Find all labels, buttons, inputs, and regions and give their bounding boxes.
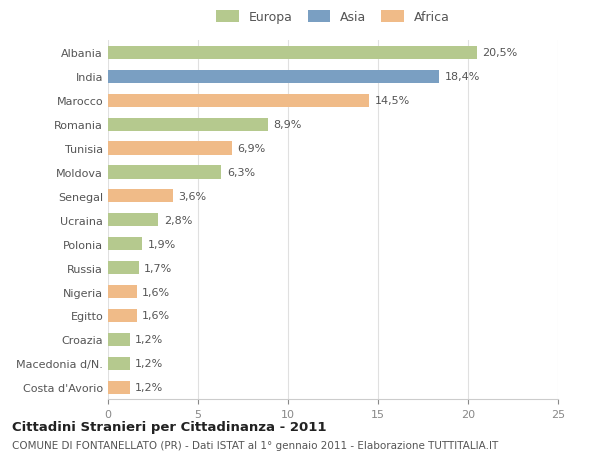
Bar	[108, 238, 142, 251]
Bar	[108, 214, 158, 227]
Text: 1,9%: 1,9%	[148, 239, 176, 249]
Bar	[108, 262, 139, 274]
Bar	[108, 309, 137, 322]
Bar	[108, 333, 130, 346]
Text: 8,9%: 8,9%	[274, 120, 302, 130]
Bar	[108, 166, 221, 179]
Text: 1,2%: 1,2%	[135, 382, 163, 392]
Text: COMUNE DI FONTANELLATO (PR) - Dati ISTAT al 1° gennaio 2011 - Elaborazione TUTTI: COMUNE DI FONTANELLATO (PR) - Dati ISTAT…	[12, 440, 498, 450]
Bar	[108, 47, 477, 60]
Legend: Europa, Asia, Africa: Europa, Asia, Africa	[212, 7, 454, 28]
Bar	[108, 118, 268, 131]
Text: 14,5%: 14,5%	[374, 96, 410, 106]
Text: 6,3%: 6,3%	[227, 168, 255, 178]
Text: 1,6%: 1,6%	[142, 287, 170, 297]
Text: Cittadini Stranieri per Cittadinanza - 2011: Cittadini Stranieri per Cittadinanza - 2…	[12, 420, 326, 433]
Text: 2,8%: 2,8%	[164, 215, 192, 225]
Text: 20,5%: 20,5%	[482, 48, 518, 58]
Text: 1,2%: 1,2%	[135, 335, 163, 345]
Bar	[108, 142, 232, 155]
Bar	[108, 95, 369, 107]
Text: 18,4%: 18,4%	[445, 72, 480, 82]
Text: 1,7%: 1,7%	[144, 263, 172, 273]
Bar	[108, 190, 173, 203]
Text: 6,9%: 6,9%	[238, 144, 266, 154]
Bar	[108, 381, 130, 394]
Text: 3,6%: 3,6%	[178, 191, 206, 202]
Text: 1,6%: 1,6%	[142, 311, 170, 321]
Bar	[108, 357, 130, 370]
Text: 1,2%: 1,2%	[135, 358, 163, 369]
Bar	[108, 71, 439, 84]
Bar	[108, 285, 137, 298]
